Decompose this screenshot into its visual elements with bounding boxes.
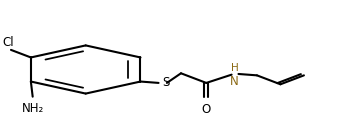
Text: N: N — [230, 75, 239, 88]
Text: Cl: Cl — [3, 35, 14, 49]
Text: H: H — [231, 63, 238, 73]
Text: NH₂: NH₂ — [21, 102, 44, 115]
Text: S: S — [162, 76, 169, 89]
Text: O: O — [202, 103, 211, 116]
